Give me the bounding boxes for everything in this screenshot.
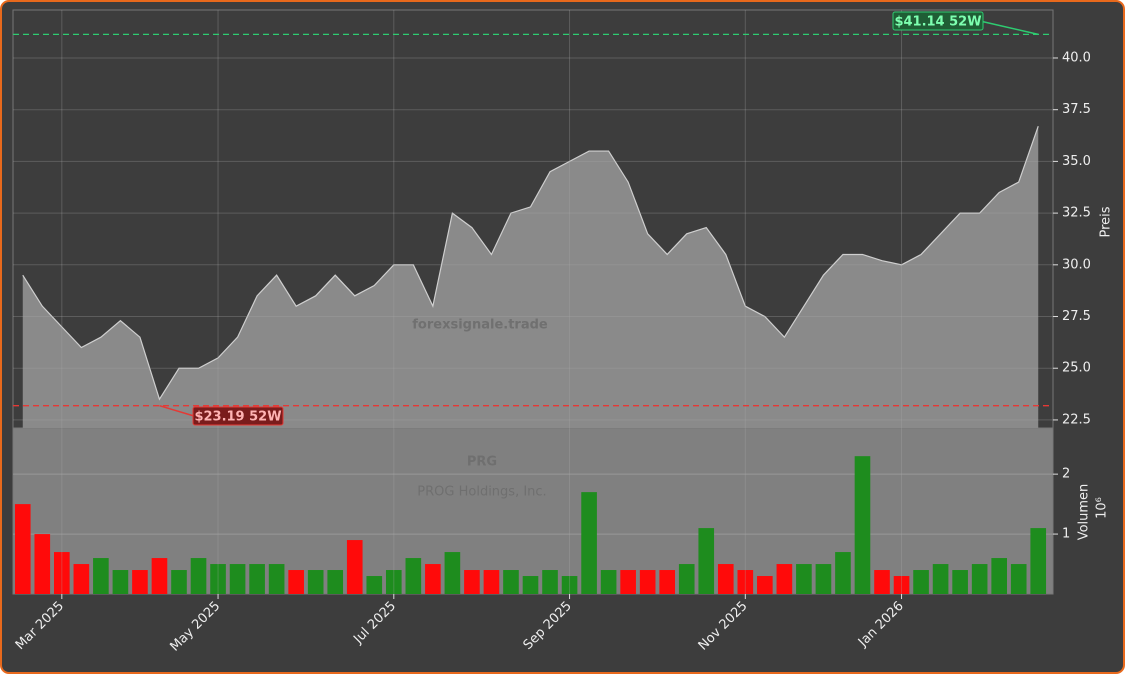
ticker-watermark: PRG [467,455,497,470]
y-tick-label: 32.5 [1062,206,1091,221]
volume-bar [14,504,31,594]
y-tick-label: 40.0 [1062,50,1091,65]
volume-bar [815,564,832,594]
volume-bar [190,558,207,594]
volume-bar [229,564,246,594]
y-axis-label: Preis [1099,206,1114,237]
company-watermark: PROG Holdings, Inc. [417,485,546,500]
volume-bar [464,570,480,594]
volume-bar [698,528,715,594]
price-area [22,126,1039,429]
volume-bar [210,564,226,594]
volume-bar [639,570,656,594]
volume-bar [522,576,539,594]
watermark: forexsignale.trade [412,318,548,333]
y-tick-label: 22.5 [1062,412,1091,427]
volume-bar [268,564,285,594]
volume-bar [600,570,617,594]
volume-bar [132,570,148,594]
volume-bar [1030,528,1047,594]
volume-bar [561,576,578,594]
volume-bar [346,540,363,594]
price-line [22,126,1039,401]
volume-bar [93,558,109,594]
y-axis-label: Volumen [1077,484,1092,541]
volume-bar [249,564,265,594]
volume-bar [932,564,949,594]
volume-bar [717,564,734,594]
volume-bar [893,576,910,594]
y-axis-offset: 10⁶ [1095,497,1110,519]
volume-bar [483,570,500,594]
volume-bar [73,564,90,594]
volume-bar [874,570,890,594]
volume-bar [757,576,773,594]
annotation-arrow [159,404,195,417]
y-tick-label: 1 [1062,527,1070,542]
y-tick-label: 30.0 [1062,257,1091,272]
y-tick-label: 25.0 [1062,361,1091,376]
volume-bar [913,570,929,594]
y-tick-label: 27.5 [1062,309,1091,324]
volume-bar [405,558,422,594]
volume-bar [503,570,519,594]
volume-bar [796,564,812,594]
volume-bar [171,570,187,594]
volume-bar [34,534,51,594]
annotation-label: $41.14 52W [894,15,981,30]
volume-bar [971,564,988,594]
volume-bar [952,570,968,594]
volume-bar [737,570,754,594]
volume-bar [991,558,1007,594]
volume-bar [581,492,597,594]
annotation-box [892,11,984,31]
volume-panel [12,427,1054,595]
volume-bar [151,558,168,594]
annotation-box [192,406,284,426]
y-tick-label: 2 [1062,467,1070,482]
volume-bar [678,564,695,594]
annotation-arrow [979,20,1039,36]
y-tick-label: 35.0 [1062,154,1091,169]
volume-bar [366,576,383,594]
volume-bar [659,570,676,594]
volume-bar [835,552,851,594]
volume-bar [112,570,129,594]
volume-bar [54,552,70,594]
volume-bar [444,552,461,594]
volume-bar [327,570,344,594]
volume-bar [1010,564,1027,594]
volume-bar [620,570,636,594]
volume-bar [307,570,324,594]
volume-bar [776,564,793,594]
annotation-label: $23.19 52W [194,410,281,425]
volume-bar [854,456,871,594]
volume-bar [425,564,441,594]
volume-bar [542,570,558,594]
volume-bar [288,570,304,594]
y-tick-label: 37.5 [1062,102,1091,117]
volume-bar [385,570,402,594]
